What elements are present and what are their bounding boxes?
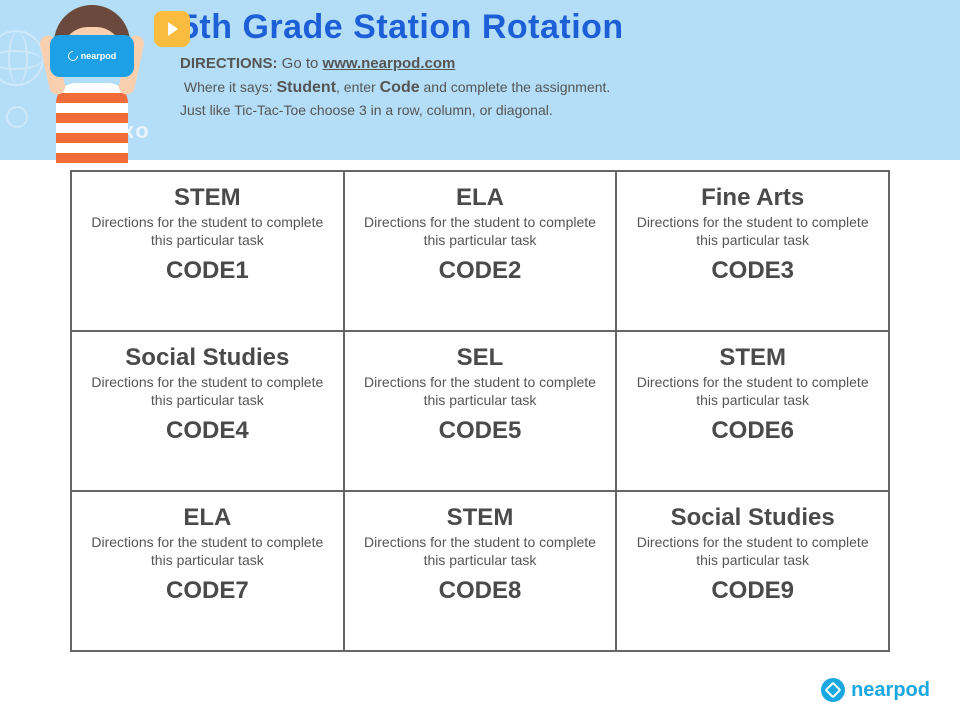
play-icon [168,22,178,36]
grid-cell: Fine Arts Directions for the student to … [616,171,889,331]
cell-title: Social Studies [82,344,333,372]
directions-line2-bold2: Code [380,79,420,96]
cell-directions: Directions for the student to complete t… [82,374,333,409]
header-banner: xo nearpod 5th Grade Station Rotation DI… [0,0,960,160]
directions-line3: Just like Tic-Tac-Toe choose 3 in a row,… [180,100,960,121]
cell-title: ELA [355,184,606,212]
speech-bubble-icon [154,11,190,47]
cell-directions: Directions for the student to complete t… [627,374,878,409]
cell-code: CODE8 [355,577,606,605]
directions-url[interactable]: www.nearpod.com [323,55,456,72]
cell-directions: Directions for the student to complete t… [355,214,606,249]
cell-title: Social Studies [627,504,878,532]
cell-directions: Directions for the student to complete t… [627,214,878,249]
cell-code: CODE9 [627,577,878,605]
grid-cell: ELA Directions for the student to comple… [71,491,344,651]
directions-line2-pre: Where it says: [184,79,273,95]
cell-title: Fine Arts [627,184,878,212]
cell-code: CODE3 [627,257,878,285]
grid-cell: STEM Directions for the student to compl… [616,331,889,491]
directions-line2-mid: , enter [336,79,376,95]
cell-title: STEM [627,344,878,372]
cell-directions: Directions for the student to complete t… [82,214,333,249]
grid-cell: STEM Directions for the student to compl… [71,171,344,331]
grid-cell: Social Studies Directions for the studen… [616,491,889,651]
directions-label: DIRECTIONS: [180,55,278,72]
rotation-grid-wrapper: STEM Directions for the student to compl… [0,160,960,652]
cell-title: ELA [82,504,333,532]
cell-directions: Directions for the student to complete t… [627,534,878,569]
footer-brand-text: nearpod [851,679,930,702]
directions-line2-post: and complete the assignment. [424,79,611,95]
student-avatar: nearpod [20,5,165,165]
cell-directions: Directions for the student to complete t… [82,534,333,569]
cell-code: CODE5 [355,417,606,445]
cell-code: CODE1 [82,257,333,285]
footer-brand: nearpod [821,678,930,702]
directions-block: DIRECTIONS: Go to www.nearpod.com Where … [180,53,960,121]
cell-title: STEM [82,184,333,212]
cell-code: CODE4 [82,417,333,445]
cell-title: SEL [355,344,606,372]
cell-directions: Directions for the student to complete t… [355,534,606,569]
cell-title: STEM [355,504,606,532]
cell-directions: Directions for the student to complete t… [355,374,606,409]
nearpod-logo-icon [821,678,845,702]
cell-code: CODE2 [355,257,606,285]
grid-cell: Social Studies Directions for the studen… [71,331,344,491]
grid-cell: STEM Directions for the student to compl… [344,491,617,651]
vr-headset-icon: nearpod [50,35,134,77]
grid-cell: SEL Directions for the student to comple… [344,331,617,491]
rotation-grid: STEM Directions for the student to compl… [70,170,890,652]
directions-goto: Go to [282,55,319,72]
grid-cell: ELA Directions for the student to comple… [344,171,617,331]
page-title: 5th Grade Station Rotation [180,8,960,47]
cell-code: CODE7 [82,577,333,605]
directions-line2-bold1: Student [276,79,336,96]
cell-code: CODE6 [627,417,878,445]
